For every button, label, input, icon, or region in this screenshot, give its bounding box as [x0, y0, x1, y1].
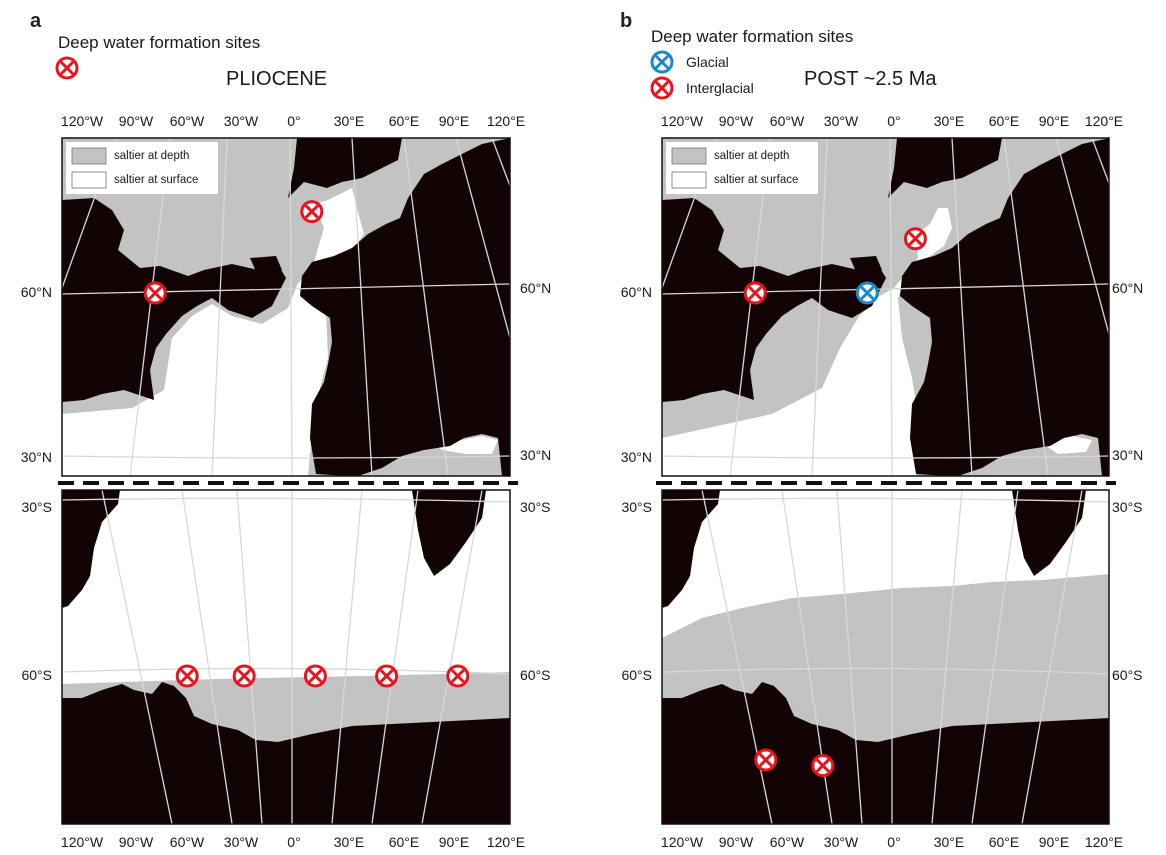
glacial-site-marker [855, 281, 879, 305]
panel-b-legend-glacial-label: Glacial [686, 54, 729, 70]
panel-a-legend-marker [55, 56, 79, 80]
lon-tick: 0° [887, 113, 900, 129]
lon-tick: 90°E [439, 113, 470, 129]
panel-b-period-title: POST ~2.5 Ma [804, 68, 937, 90]
lon-tick: 90°W [119, 834, 154, 850]
lon-tick: 30°E [934, 113, 965, 129]
lat-tick-right: 30°S [1112, 499, 1143, 515]
lat-tick-left: 30°S [21, 499, 52, 515]
panel-a-lat-ticks: 60°N 30°N 60°N 30°N 30°S 60°S 30°S 60°S [21, 280, 552, 683]
panel-a-lon-ticks-bottom: 120°W 90°W 60°W 30°W 0° 30°E 60°E 90°E 1… [61, 834, 525, 850]
lat-tick-left: 60°S [621, 667, 652, 683]
lon-tick: 30°E [934, 834, 965, 850]
interglacial-site-marker [143, 281, 167, 305]
lon-tick: 60°W [170, 113, 205, 129]
lat-tick-right: 30°S [520, 499, 551, 515]
lon-tick: 30°W [224, 834, 259, 850]
lat-tick-right: 60°N [1112, 280, 1143, 296]
interglacial-site-marker [811, 754, 835, 778]
lon-tick: 60°E [989, 834, 1020, 850]
lon-tick: 60°E [389, 113, 420, 129]
panel-b-letter: b [620, 10, 632, 32]
lon-tick: 0° [287, 834, 300, 850]
lat-tick-left: 60°N [21, 284, 52, 300]
panel-b-lon-ticks-top: 120°W 90°W 60°W 30°W 0° 30°E 60°E 90°E 1… [661, 113, 1123, 129]
legend-saltier-at-surface: saltier at surface [114, 174, 198, 186]
lon-tick: 120°E [487, 834, 525, 850]
lat-tick-left: 30°N [621, 449, 652, 465]
lat-tick-left: 60°S [21, 667, 52, 683]
lon-tick: 120°W [61, 834, 104, 850]
lon-tick: 120°E [1085, 113, 1123, 129]
lon-tick: 60°E [389, 834, 420, 850]
lon-tick: 90°W [719, 113, 754, 129]
legend-saltier-at-depth: saltier at depth [114, 150, 189, 162]
lon-tick: 90°E [439, 834, 470, 850]
lon-tick: 60°W [170, 834, 205, 850]
legend-saltier-at-depth: saltier at depth [714, 150, 789, 162]
interglacial-site-marker [743, 281, 767, 305]
lon-tick: 0° [287, 113, 300, 129]
lon-tick: 30°E [334, 834, 365, 850]
panel-b-legend-title: Deep water formation sites [651, 27, 853, 46]
panel-b-legend-interglacial-label: Interglacial [686, 80, 754, 96]
lat-tick-left: 30°S [621, 499, 652, 515]
lon-tick: 60°E [989, 113, 1020, 129]
lat-tick-right: 60°S [520, 667, 551, 683]
panel-b-legend-interglacial-marker [650, 76, 674, 100]
panel-b-lat-ticks: 60°N 30°N 60°N 30°N 30°S 60°S 30°S 60°S [621, 280, 1144, 683]
lon-tick: 30°W [824, 113, 859, 129]
legend-saltier-at-surface: saltier at surface [714, 174, 798, 186]
panel-a-lon-ticks-top: 120°W 90°W 60°W 30°W 0° 30°E 60°E 90°E 1… [61, 113, 525, 129]
interglacial-site-marker [375, 664, 399, 688]
lon-tick: 90°E [1039, 834, 1070, 850]
lat-tick-right: 60°N [520, 280, 551, 296]
interglacial-site-marker [446, 664, 470, 688]
panel-b: b Deep water formation sites Glacial Int… [620, 10, 1143, 850]
lon-tick: 30°W [224, 113, 259, 129]
interglacial-site-marker [232, 664, 256, 688]
lon-tick: 0° [887, 834, 900, 850]
interglacial-site-marker [300, 200, 324, 224]
interglacial-site-marker [754, 748, 778, 772]
lon-tick: 30°E [334, 113, 365, 129]
lon-tick: 120°W [661, 834, 704, 850]
lon-tick: 90°W [719, 834, 754, 850]
panel-a-north-map [62, 138, 510, 476]
panel-b-north-map [662, 138, 1109, 476]
interglacial-site-marker [175, 664, 199, 688]
lon-tick: 120°E [1085, 834, 1123, 850]
lon-tick: 120°E [487, 113, 525, 129]
lat-tick-right: 30°N [1112, 447, 1143, 463]
panel-b-legend-glacial-marker [650, 50, 674, 74]
lon-tick: 120°W [61, 113, 104, 129]
interglacial-site-marker [303, 664, 327, 688]
panel-a-period-title: PLIOCENE [226, 68, 327, 90]
lon-tick: 60°W [770, 834, 805, 850]
ocean-saltier-at-surface [662, 208, 952, 476]
lat-tick-right: 30°N [520, 447, 551, 463]
panel-a-formation-sites [143, 200, 470, 688]
lon-tick: 90°W [119, 113, 154, 129]
lat-tick-left: 60°N [621, 284, 652, 300]
panel-a: a Deep water formation sites PLIOCENE [21, 10, 552, 850]
panel-b-south-map [662, 490, 1109, 824]
panel-b-formation-sites [743, 227, 927, 778]
panel-a-south-map [62, 490, 510, 824]
lon-tick: 30°W [824, 834, 859, 850]
lon-tick: 60°W [770, 113, 805, 129]
north-graticule [62, 138, 510, 476]
interglacial-site-marker [903, 227, 927, 251]
ocean-saltier-at-surface [62, 188, 364, 476]
lon-tick: 120°W [661, 113, 704, 129]
lon-tick: 90°E [1039, 113, 1070, 129]
lat-tick-left: 30°N [21, 449, 52, 465]
panel-a-legend-title: Deep water formation sites [58, 33, 260, 52]
panel-a-letter: a [30, 10, 42, 32]
lat-tick-right: 60°S [1112, 667, 1143, 683]
panel-b-lon-ticks-bottom: 120°W 90°W 60°W 30°W 0° 30°E 60°E 90°E 1… [661, 834, 1123, 850]
